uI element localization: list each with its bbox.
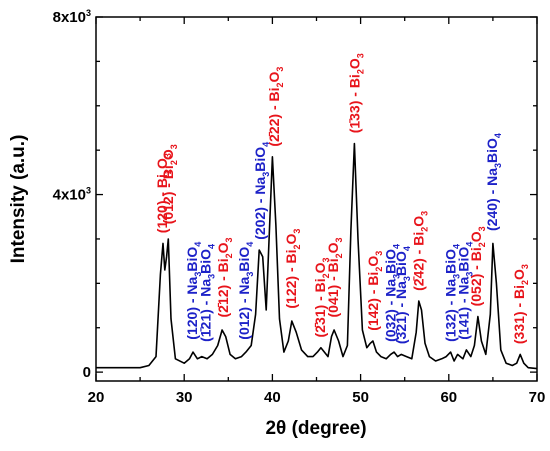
peak-label: (1̄33) - Bi2O3 [346,53,365,133]
x-tick-label: 20 [88,389,105,406]
x-tick-label: 40 [264,389,281,406]
peak-label: (041) - Bi2O3 [325,237,344,317]
peak-label: (142) - Bi2O3 [365,251,384,331]
peak-label: (240) - Na3BiO4 [484,133,503,231]
x-tick-label: 60 [440,389,457,406]
peak-label: (032) - Na3BiO4 [383,244,402,342]
peak-label: (122) - Bi2O3 [283,229,302,309]
x-tick-label: 70 [529,389,546,406]
peak-label: (141) - Na3BiO4 [456,242,475,340]
peak-label: (120) - Na3BiO4 [184,242,203,340]
peak-label: (120) - Bi2O3 [154,153,173,233]
x-tick-label: 30 [176,389,193,406]
peak-label: (2̄12) - Bi2O3 [215,237,234,317]
y-axis-title: Intensity (a.u.) [8,135,29,264]
peak-label: (3̄21) - Na3BiO4 [393,246,412,344]
y-tick-label: 0 [83,364,91,381]
x-tick-label: 50 [352,389,369,406]
x-axis-title: 2θ (degree) [265,418,366,439]
peak-label: (052) - Bi2O3 [468,226,487,306]
peak-label: (132) - Na3BiO4 [442,244,461,342]
peak-label: (2̄31) - Bi2O3 [312,257,331,337]
peak-label: (2̄22) - Bi2O3 [266,67,285,147]
peak-label: (2̄42) - Bi2O3 [411,211,430,291]
peak-labels: (120) - Bi2O3(012) - Bi2O3 (120) - Na3BiO… [154,53,530,344]
peak-label: (1̄21) - Na3BiO4 [197,244,216,342]
xrd-pattern-line [96,142,538,370]
peak-label: (012) - Na3BiO4 [236,242,255,340]
y-tick-label: 8x103 [53,8,91,26]
peak-label: (202) - Na3BiO4 [252,142,271,240]
y-tick-label: 4x103 [53,186,91,204]
peak-label: (012) - Bi2O3 [160,144,179,224]
tick-labels: 20 30 40 50 60 70 0 4x103 8x103 [53,8,546,406]
peak-label: (331) - Bi2O3 [511,264,530,344]
plot-frame [95,16,538,382]
